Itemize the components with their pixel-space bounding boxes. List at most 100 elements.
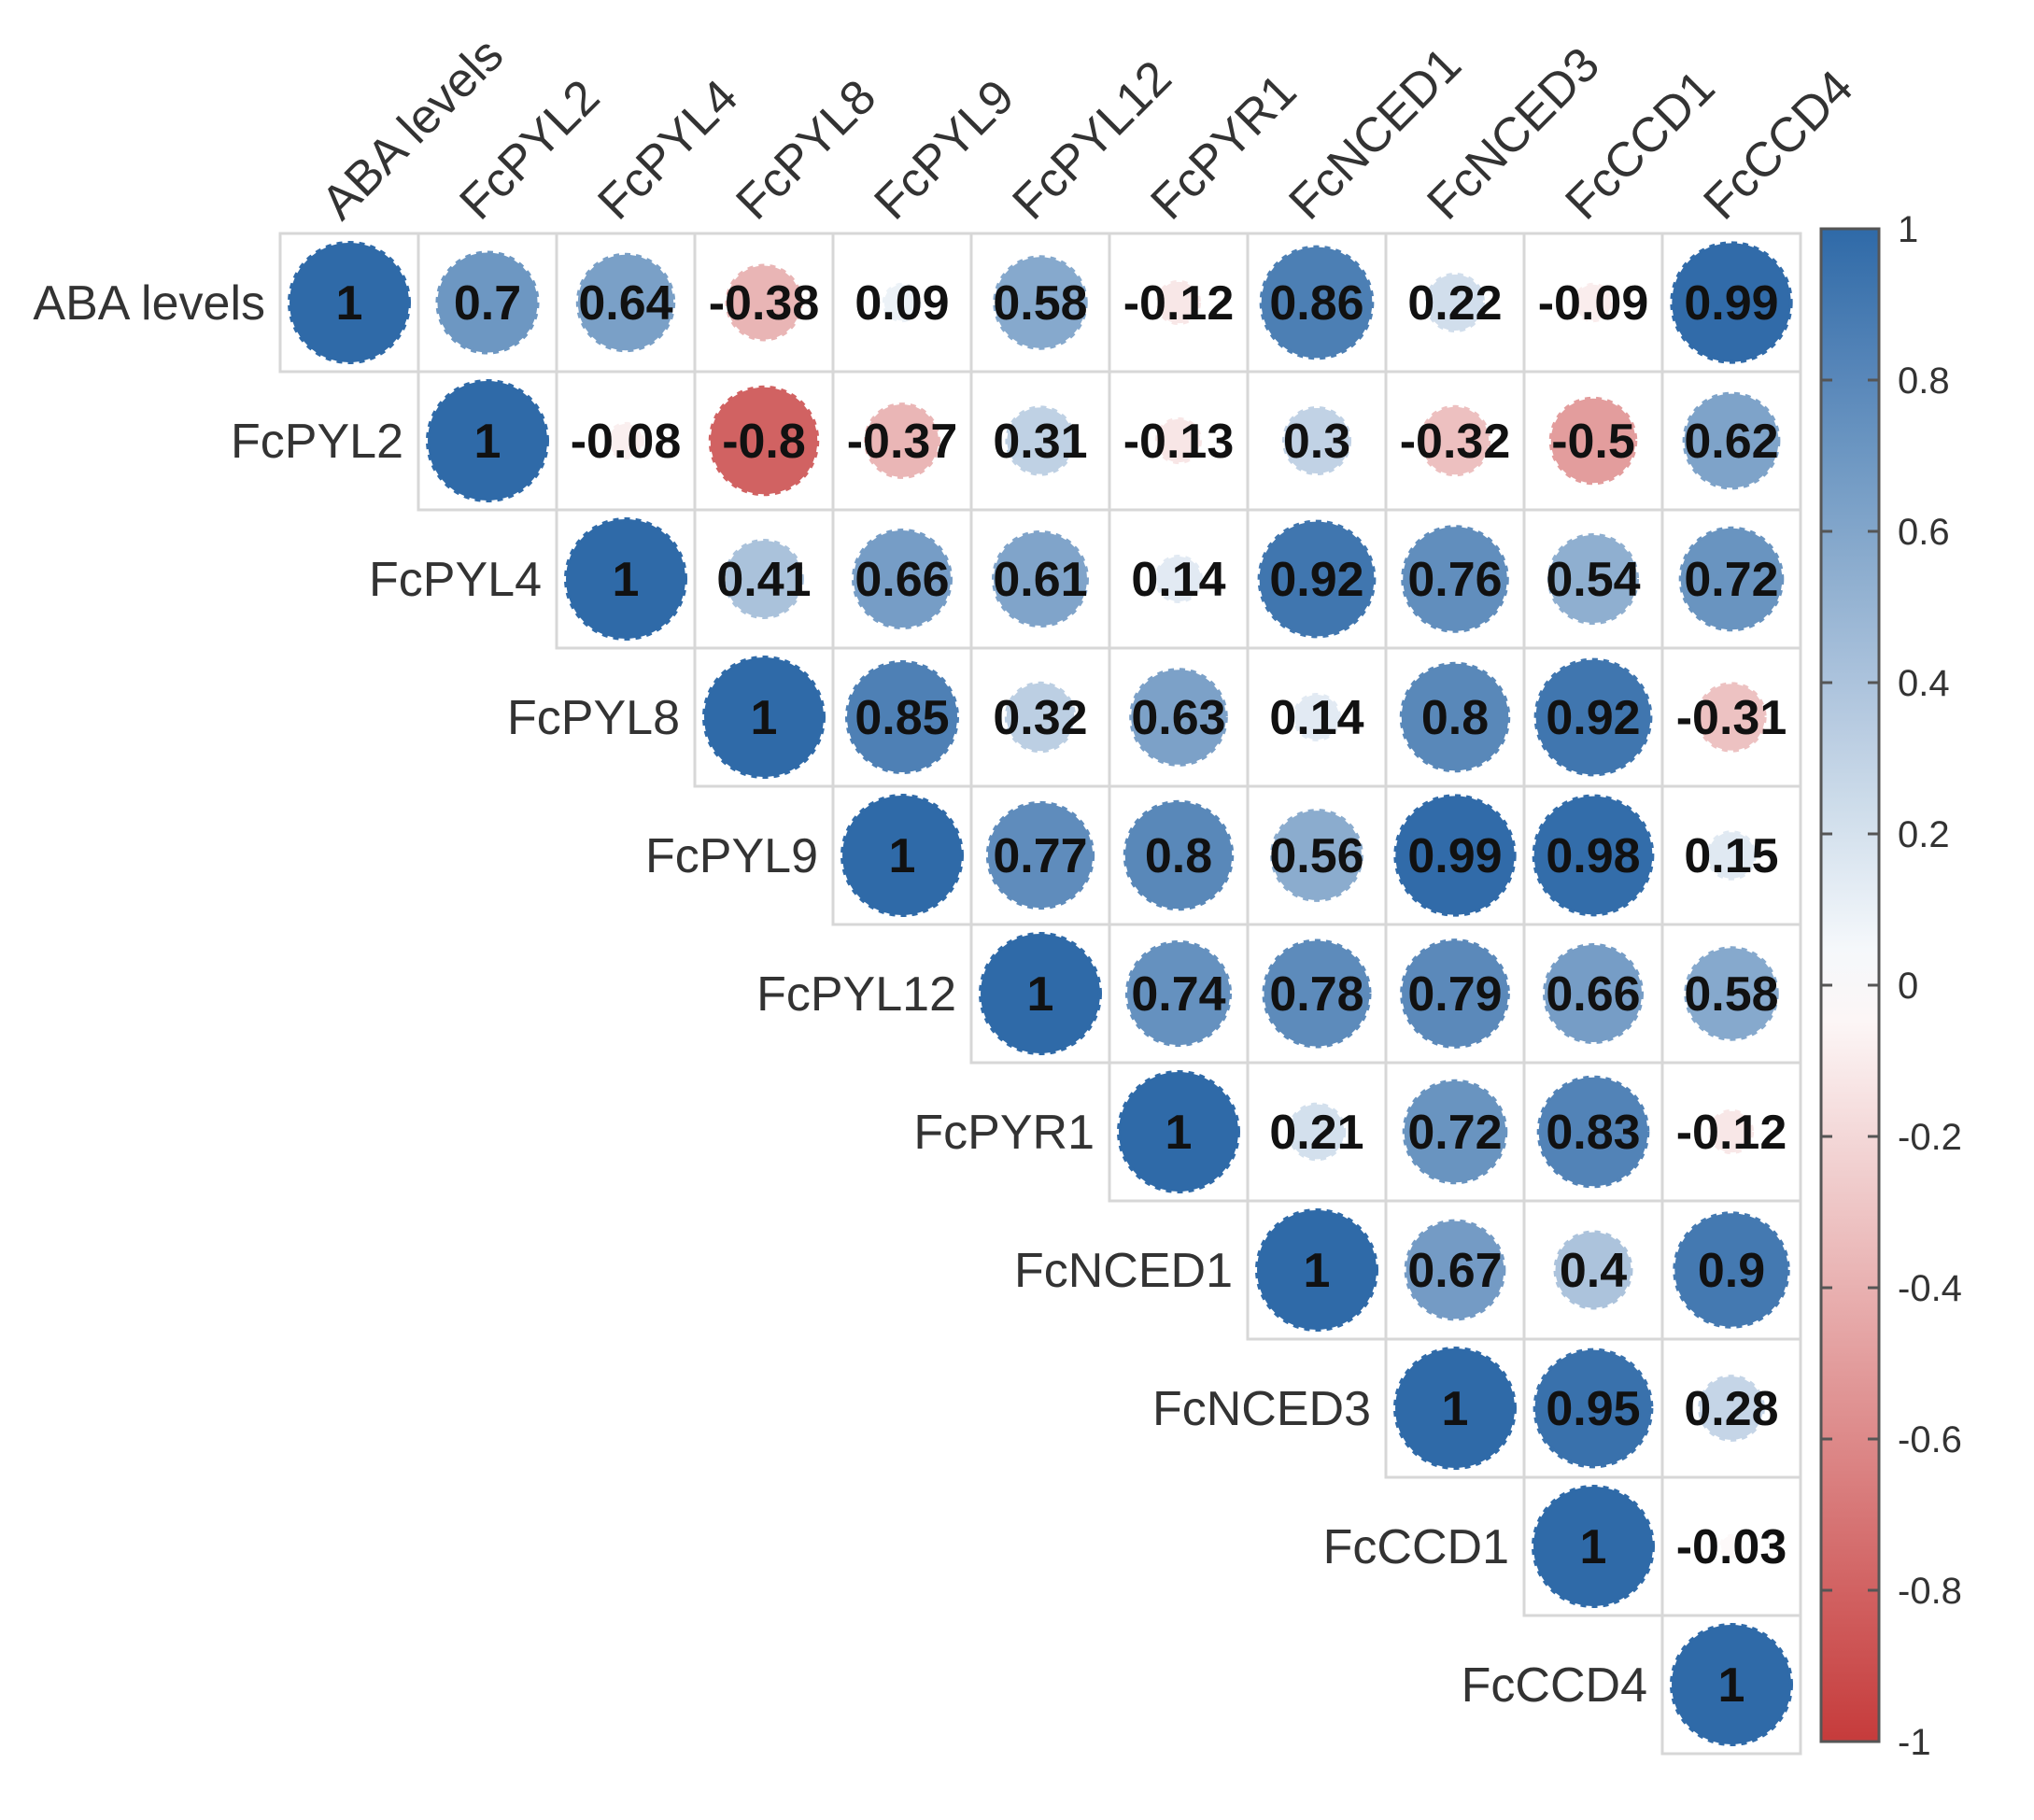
row-label: ABA levels xyxy=(33,276,265,331)
cell-0-10: 0.99 xyxy=(1660,232,1802,374)
correlation-circle xyxy=(1543,943,1644,1044)
correlation-circle xyxy=(1532,1485,1655,1608)
correlation-circle xyxy=(1401,525,1509,633)
row-label: FcPYL9 xyxy=(645,829,818,883)
colorbar-tick-label: -1 xyxy=(1898,1722,1931,1763)
cell-value-label: -0.31 xyxy=(1676,691,1787,745)
correlation-circle xyxy=(1259,245,1375,360)
cell-value-label: 0.98 xyxy=(1546,829,1640,883)
cell-value-label: 0.28 xyxy=(1684,1382,1778,1436)
cell-0-9: -0.09 xyxy=(1522,232,1664,374)
cell-5-5: 1 xyxy=(969,923,1111,1065)
cell-value-label: -0.12 xyxy=(1676,1106,1787,1160)
cell-5-8: 0.79 xyxy=(1384,923,1526,1065)
cell-value-label: 0.58 xyxy=(1684,967,1778,1022)
cell-8-9: 0.95 xyxy=(1522,1337,1664,1479)
cell-value-label: -0.03 xyxy=(1676,1520,1787,1574)
cell-3-5: 0.32 xyxy=(969,646,1111,788)
cell-3-4: 0.85 xyxy=(831,646,973,788)
cell-0-6: -0.12 xyxy=(1108,232,1250,374)
cell-3-9: 0.92 xyxy=(1522,646,1664,788)
correlation-circle xyxy=(1005,405,1076,476)
row-label: FcPYL8 xyxy=(507,691,680,745)
correlation-circle xyxy=(1718,1533,1744,1559)
cell-value-label: 0.64 xyxy=(578,276,672,331)
correlation-circle xyxy=(1154,416,1203,465)
cell-value-label: 0.14 xyxy=(1131,553,1225,607)
cell-value-label: 0.66 xyxy=(1546,967,1640,1022)
correlation-circle xyxy=(1402,1079,1508,1185)
cell-0-2: 0.64 xyxy=(555,232,697,374)
cell-value-label: 1 xyxy=(474,415,501,469)
cell-5-6: 0.74 xyxy=(1108,923,1250,1065)
cell-value-label: 0.66 xyxy=(855,553,949,607)
cell-value-label: 0.92 xyxy=(1546,691,1640,745)
correlation-circle xyxy=(1255,1208,1378,1332)
cell-9-9: 1 xyxy=(1522,1475,1664,1617)
cell-value-label: 0.99 xyxy=(1407,829,1502,883)
cell-0-3: -0.38 xyxy=(693,232,835,374)
cell-0-7: 0.86 xyxy=(1246,232,1388,374)
cell-1-8: -0.32 xyxy=(1384,370,1526,512)
correlation-circle xyxy=(979,932,1102,1055)
cell-2-7: 0.92 xyxy=(1246,508,1388,650)
cell-6-7: 0.21 xyxy=(1246,1061,1388,1203)
cell-2-5: 0.61 xyxy=(969,508,1111,650)
cell-4-7: 0.56 xyxy=(1246,784,1388,926)
cell-0-0: 1 xyxy=(278,232,420,374)
cell-value-label: 1 xyxy=(1718,1658,1745,1713)
cell-3-3: 1 xyxy=(693,646,835,788)
cell-value-label: 0.4 xyxy=(1560,1244,1627,1298)
correlation-circle xyxy=(606,421,645,460)
cell-value-label: 0.32 xyxy=(993,691,1087,745)
cell-value-label: 1 xyxy=(1027,967,1054,1022)
correlation-circle xyxy=(1670,241,1793,364)
correlation-circle xyxy=(724,539,804,619)
cell-value-label: 0.09 xyxy=(855,276,949,331)
cell-2-2: 1 xyxy=(555,508,697,650)
row-label: FcPYL4 xyxy=(369,553,542,607)
correlation-circle xyxy=(1533,657,1653,777)
cell-10-10: 1 xyxy=(1660,1614,1802,1756)
correlation-circle xyxy=(288,241,411,364)
cell-4-5: 0.77 xyxy=(969,784,1111,926)
cell-value-label: -0.09 xyxy=(1538,276,1649,331)
cell-value-label: 0.83 xyxy=(1546,1106,1640,1160)
row-label: FcCCD1 xyxy=(1323,1520,1509,1574)
correlation-circle xyxy=(1419,404,1491,477)
correlation-circle xyxy=(1424,272,1486,333)
colorbar-tick-label: -0.2 xyxy=(1898,1117,1962,1158)
cell-4-6: 0.8 xyxy=(1108,784,1250,926)
cell-1-4: -0.37 xyxy=(831,370,973,512)
cell-value-label: 0.54 xyxy=(1546,553,1640,607)
correlation-circle xyxy=(992,530,1089,628)
correlation-circle xyxy=(725,263,803,342)
cell-value-label: -0.32 xyxy=(1400,415,1511,469)
cell-4-4: 1 xyxy=(831,784,973,926)
cell-value-label: -0.37 xyxy=(847,415,958,469)
cell-value-label: 1 xyxy=(1580,1520,1607,1574)
correlation-circle xyxy=(1004,681,1077,754)
cell-value-label: 0.62 xyxy=(1684,415,1778,469)
cell-value-label: 0.31 xyxy=(993,415,1087,469)
cell-7-9: 0.4 xyxy=(1522,1199,1664,1341)
cell-2-4: 0.66 xyxy=(831,508,973,650)
column-labels: ABA levelsFcPYL2FcPYL4FcPYL8FcPYL9FcPYL1… xyxy=(311,28,1863,231)
cell-value-label: 0.72 xyxy=(1684,553,1778,607)
colorbar-tick-label: 0.8 xyxy=(1898,360,1950,402)
cell-value-label: 0.76 xyxy=(1407,553,1502,607)
row-label: FcPYR1 xyxy=(913,1106,1095,1160)
cell-1-2: -0.08 xyxy=(555,370,697,512)
cell-value-label: 1 xyxy=(1304,1244,1331,1298)
cell-1-1: 1 xyxy=(417,370,558,512)
correlation-circle xyxy=(1547,532,1640,626)
cell-value-label: 0.63 xyxy=(1131,691,1225,745)
correlation-circle xyxy=(1573,282,1614,323)
correlation-circle xyxy=(1124,939,1233,1048)
cell-2-6: 0.14 xyxy=(1108,508,1250,650)
row-label: FcPYL12 xyxy=(756,967,956,1022)
cell-value-label: 0.61 xyxy=(993,553,1087,607)
correlation-circle xyxy=(435,250,540,355)
cell-8-10: 0.28 xyxy=(1660,1337,1802,1479)
